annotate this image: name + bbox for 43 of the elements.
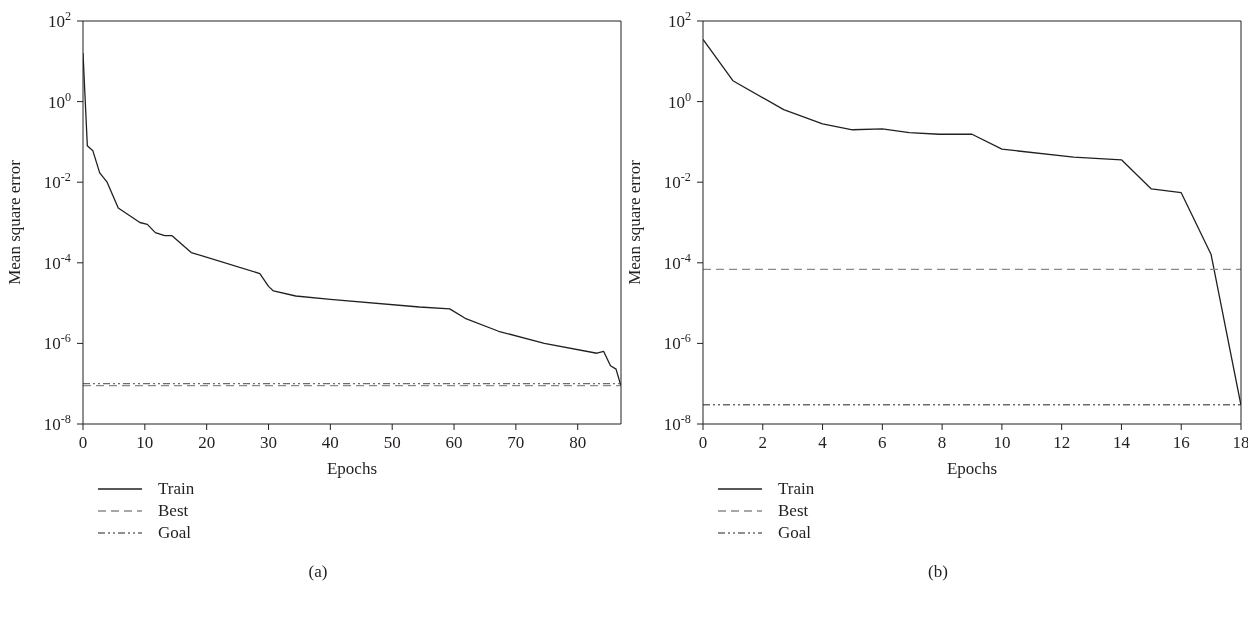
text: (b) [927,562,949,582]
x-tick-label: 10 [136,433,154,452]
y-tick-label: 10$^{-8}$ [663,412,691,434]
legend-label: Goal [158,522,192,544]
x-tick-label: 50 [383,433,401,452]
legend-label: Best [158,500,189,522]
x-tick-label: 80 [569,433,587,452]
x-tick-label: 10 [993,433,1011,452]
y-tick-label: 10$^{0}$ [667,89,691,112]
text: (a) [307,562,329,582]
x-tick-label: 14 [1112,433,1131,452]
x-tick-label: 16 [1172,433,1190,452]
y-tick-label: 10$^{-4}$ [43,250,71,273]
legend-label: Train [158,478,195,500]
y-tick-label: 10$^{-2}$ [663,170,691,193]
y-axis-title: Mean square error [625,159,645,285]
x-tick-label: 0 [78,433,88,452]
x-tick-label: 20 [198,433,216,452]
x-tick-label: 8 [937,433,947,452]
y-tick-label: 10$^{0}$ [47,89,71,112]
y-tick-label: 10$^{-4}$ [663,250,691,273]
x-axis-title: Epochs [326,459,378,478]
y-tick-label: 10$^{-6}$ [43,331,71,354]
legend-label: Best [778,500,809,522]
x-tick-label: 40 [321,433,339,452]
y-axis-title: Mean square error [5,159,25,285]
x-axis-title: Epochs [946,459,998,478]
y-tick-label: 10$^{-2}$ [43,170,71,193]
x-tick-label: 2 [758,433,768,452]
x-tick-label: 0 [698,433,708,452]
y-tick-label: 10$^{-8}$ [43,412,71,434]
legend-label: Goal [778,522,812,544]
y-tick-label: 10$^{-6}$ [663,331,691,354]
x-tick-label: 30 [260,433,278,452]
x-tick-label: 60 [445,433,463,452]
x-tick-label: 6 [878,433,887,452]
legend-label: Train [778,478,815,500]
x-tick-label: 4 [818,433,828,452]
y-tick-label: 10$^{2}$ [47,9,71,31]
x-tick-label: 70 [507,433,525,452]
x-tick-label: 12 [1053,433,1071,452]
y-tick-label: 10$^{2}$ [667,9,691,31]
x-tick-label: 18 [1232,433,1250,452]
